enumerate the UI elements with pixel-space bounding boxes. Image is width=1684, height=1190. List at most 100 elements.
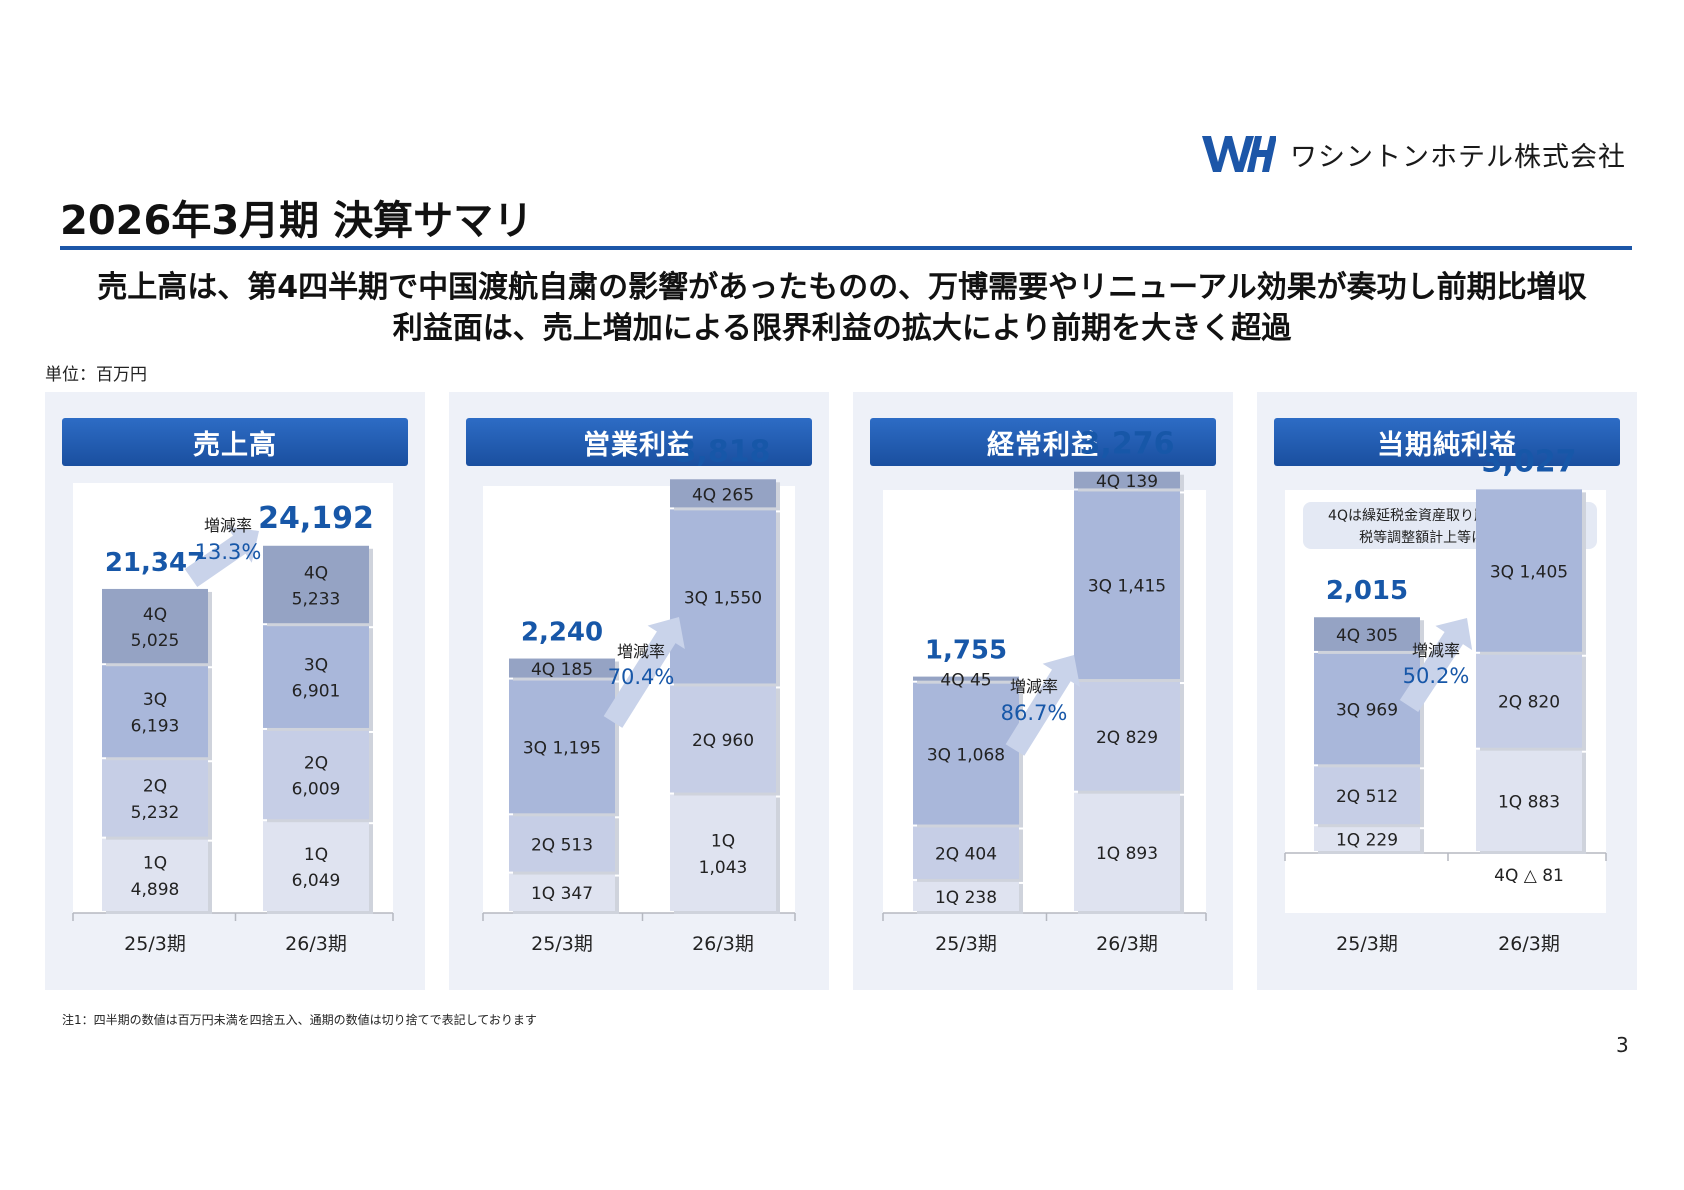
bar-segment-4q xyxy=(102,588,208,664)
bar-segment-3q xyxy=(1074,490,1180,680)
bar-segment-1q xyxy=(509,873,615,911)
category-label: 25/3期 xyxy=(124,933,186,955)
category-label: 26/3期 xyxy=(692,933,754,955)
total-label: 3,818 xyxy=(676,434,771,469)
bar-segment-1q xyxy=(102,838,208,911)
segment-label: 4Q 305 xyxy=(1336,626,1398,646)
bar-segment-1q xyxy=(913,880,1019,911)
segment-label: 4Q xyxy=(143,605,167,625)
growth-arrow-icon xyxy=(603,617,685,728)
growth-arrow-icon xyxy=(184,526,259,588)
bar-segment-4q xyxy=(1314,617,1420,651)
panel-title: 営業利益 xyxy=(466,418,812,466)
segment-label: 2Q 513 xyxy=(531,835,593,855)
segment-label: 4,898 xyxy=(131,880,180,900)
title-divider xyxy=(60,246,1632,250)
segment-label: 2Q 820 xyxy=(1498,693,1560,713)
segment-label: 1Q xyxy=(711,832,735,852)
net-sales-chart: 1Q4,8982Q5,2323Q6,1934Q5,02521,34725/3期1… xyxy=(72,483,394,955)
segment-label: 4Q 45 xyxy=(940,671,991,691)
segment-label: 3Q 969 xyxy=(1336,701,1398,721)
category-label: 25/3期 xyxy=(935,933,997,955)
bar-segment-3q xyxy=(263,625,369,728)
segment-label: 3Q 1,405 xyxy=(1490,563,1568,583)
segment-label: 1Q xyxy=(304,845,328,865)
growth-label: 増減率 xyxy=(204,516,252,535)
growth-arrow-icon xyxy=(1399,618,1473,713)
footnote: 注1：四半期の数値は百万円未満を四捨五入、通期の数値は切り捨てで表記しております xyxy=(62,1013,537,1027)
company-logo: ワシントンホテル株式会社 xyxy=(1200,132,1626,176)
segment-label: 3Q 1,195 xyxy=(523,738,601,758)
segment-label: 4Q 139 xyxy=(1096,472,1158,492)
segment-label: 2Q xyxy=(304,753,328,773)
growth-value: 13.3% xyxy=(195,540,262,564)
segment-label: 1Q 347 xyxy=(531,884,593,904)
bar-segment-3q xyxy=(670,509,776,684)
bar-segment-4q xyxy=(509,658,615,678)
company-name: ワシントンホテル株式会社 xyxy=(1290,141,1626,173)
bar-segment-1q xyxy=(1314,826,1420,851)
segment-label: 3Q xyxy=(304,655,328,675)
segment-label: 4Q 185 xyxy=(531,660,593,680)
growth-value: 50.2% xyxy=(1403,664,1470,688)
segment-label: 1Q 229 xyxy=(1336,831,1398,851)
panel-operating-income: 営業利益 1Q 347 2Q 513 3Q 1,195 4Q 185 2,240 25/3… xyxy=(449,392,829,990)
negative-segment-label: 4Q △ 81 xyxy=(1494,866,1564,886)
category-label: 26/3期 xyxy=(1096,933,1158,955)
bar-segment-4q xyxy=(263,545,369,624)
segment-label: 6,193 xyxy=(131,716,180,736)
segment-label: 1Q 883 xyxy=(1498,792,1560,812)
bar-shadow xyxy=(917,679,1023,684)
bar-segment-1q xyxy=(1476,749,1582,851)
bar-segment-2q xyxy=(1074,681,1180,791)
panel-title: 経常利益 xyxy=(870,418,1216,466)
segment-label: 6,049 xyxy=(292,871,341,891)
bar-segment-2q xyxy=(1314,766,1420,825)
panel-title: 当期純利益 xyxy=(1274,418,1620,466)
bar-segment-2q xyxy=(509,815,615,872)
growth-label: 増減率 xyxy=(1010,677,1058,696)
total-label: 1,755 xyxy=(925,636,1007,666)
panel-net-sales: 売上高 1Q 4,898 2Q 5,232 3Q 6,193 4Q 5,025 21,347 25… xyxy=(45,392,425,990)
wh-logo-icon xyxy=(1202,136,1276,172)
segment-label: 4Q 265 xyxy=(692,485,754,505)
headline-line-1: 売上高は、第4四半期で中国渡航自粛の影響があったものの、万博需要やリニューアル効… xyxy=(97,270,1587,305)
bar-segment-3q xyxy=(913,682,1019,825)
segment-label: 2Q 829 xyxy=(1096,728,1158,748)
segment-label: 5,232 xyxy=(131,803,180,823)
bar-segment-2q xyxy=(263,729,369,820)
panel-net-income: 当期純利益 4Qは繰延税金資産取り崩しに伴う法人 税等調整額計上等により減益 1Q … xyxy=(1257,392,1637,990)
segment-label: 6,901 xyxy=(292,682,341,702)
category-label: 26/3期 xyxy=(285,933,347,955)
total-label: 3,027 xyxy=(1482,444,1577,479)
panel-title: 売上高 xyxy=(62,418,408,466)
segment-label: 1Q 238 xyxy=(935,888,997,908)
growth-value: 70.4% xyxy=(608,665,675,689)
bar-segment-4q xyxy=(1074,471,1180,489)
segment-label: 2Q 512 xyxy=(1336,787,1398,807)
bar-segment-3q xyxy=(509,679,615,814)
total-label: 3,276 xyxy=(1080,427,1175,462)
category-label: 26/3期 xyxy=(1498,933,1560,955)
segment-label: 3Q xyxy=(143,690,167,710)
operating-income-chart: 1Q 347 2Q 513 3Q 1,195 4Q 185 2,240 25/3期 1Q 1,… xyxy=(482,434,796,955)
panel-ordinary-income: 経常利益 1Q 238 2Q 404 3Q 1,068 4Q 45 1,755 25/3期… xyxy=(853,392,1233,990)
segment-label: 2Q xyxy=(143,777,167,797)
segment-label: 1Q xyxy=(143,854,167,874)
segment-label: 5,025 xyxy=(131,631,180,651)
segment-label: 4Q xyxy=(304,563,328,583)
bar-segment-4q xyxy=(913,676,1019,681)
bar-segment-3q xyxy=(1476,489,1582,652)
segment-label: 1Q 893 xyxy=(1096,844,1158,864)
ordinary-income-chart: 1Q 238 2Q 404 3Q 1,068 4Q 45 1,755 25/3期 1Q 89… xyxy=(882,427,1207,955)
growth-label: 増減率 xyxy=(617,642,665,661)
segment-label: 1,043 xyxy=(699,858,748,878)
bar-segment-1q xyxy=(263,821,369,911)
total-label: 2,240 xyxy=(521,618,603,648)
growth-value: 86.7% xyxy=(1001,701,1068,725)
category-label: 25/3期 xyxy=(1336,933,1398,955)
bar-segment-3q xyxy=(1314,652,1420,765)
total-label: 2,015 xyxy=(1326,576,1408,606)
page-number: 3 xyxy=(1616,1033,1629,1057)
